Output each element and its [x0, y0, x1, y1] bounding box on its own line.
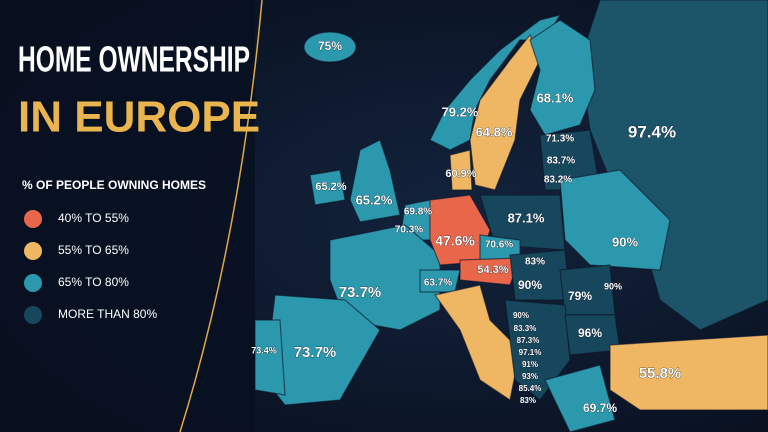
map-label: 87.3% — [517, 336, 540, 345]
map-label: 65.2% — [356, 192, 393, 207]
map-label: 69.7% — [583, 401, 617, 415]
legend-swatch — [24, 306, 42, 324]
finland — [529, 19, 596, 136]
map-label: 83% — [525, 257, 545, 268]
ireland — [309, 169, 346, 206]
map-label: 97.1% — [519, 348, 542, 357]
map-label: 90% — [518, 278, 542, 292]
sweden — [469, 33, 541, 191]
side-panel — [0, 0, 255, 432]
map-label: 90% — [513, 311, 529, 320]
map-label: 63.7% — [424, 278, 452, 289]
map-label: 65.2% — [315, 181, 346, 193]
map-label: 54.3% — [477, 264, 508, 276]
uk — [349, 139, 401, 223]
map-label: 87.1% — [508, 210, 545, 225]
map-label: 85.4% — [519, 384, 542, 393]
map-label: 96% — [578, 326, 602, 340]
legend-swatch — [24, 274, 42, 292]
map-label: 47.6% — [435, 233, 475, 249]
legend-label: MORE THAN 80% — [58, 307, 157, 321]
map-label: 55.8% — [639, 365, 682, 382]
map-label: 91% — [522, 360, 538, 369]
gold-arc — [179, 0, 263, 432]
map-label: 73.7% — [294, 344, 337, 361]
map-label: 93% — [522, 372, 538, 381]
legend-title: % OF PEOPLE OWNING HOMES — [22, 178, 206, 192]
map-label: 73.4% — [251, 345, 277, 355]
legend: 40% TO 55% 55% TO 65% 65% TO 80% MORE THAN … — [24, 210, 157, 324]
map-label: 83.3% — [514, 324, 537, 333]
denmark — [449, 149, 473, 191]
turkey — [609, 334, 768, 411]
iceland — [303, 31, 357, 63]
map-label: 79.2% — [442, 104, 479, 119]
map-label: 83% — [520, 396, 536, 405]
map-label: 71.3% — [546, 134, 574, 145]
map-label: 83.7% — [547, 156, 575, 167]
ukraine — [559, 169, 671, 271]
austria — [459, 257, 521, 286]
legend-label: 65% TO 80% — [58, 275, 129, 289]
map-label: 73.7% — [339, 284, 382, 301]
map-label: 79% — [568, 289, 592, 303]
legend-swatch — [24, 242, 42, 260]
portugal — [254, 319, 286, 396]
map-label: 90% — [612, 234, 638, 249]
title-line-1: HOME OWNERSHIP — [18, 39, 250, 80]
legend-swatch — [24, 210, 42, 228]
map-label: 68.1% — [537, 90, 574, 105]
title-line-2: IN EUROPE — [18, 93, 260, 142]
map-label: 69.8% — [404, 207, 432, 218]
map-label: 70.3% — [395, 225, 423, 236]
map-label: 97.4% — [628, 122, 676, 141]
greece — [544, 364, 616, 432]
map-label: 64.8% — [476, 124, 513, 139]
legend-label: 55% TO 65% — [58, 243, 129, 257]
map-labels: 75% 97.4% 68.1% 79.2% 64.8% 71.3% 83.7% 83.2% 60… — [251, 39, 682, 416]
map-label: 75% — [318, 39, 342, 53]
map-label: 60.9% — [445, 168, 476, 180]
france — [329, 224, 441, 331]
map-label: 70.6% — [485, 240, 513, 251]
legend-label: 40% TO 55% — [58, 211, 129, 225]
map — [254, 0, 768, 432]
map-label: 90% — [604, 281, 622, 291]
map-label: 83.2% — [544, 175, 572, 186]
